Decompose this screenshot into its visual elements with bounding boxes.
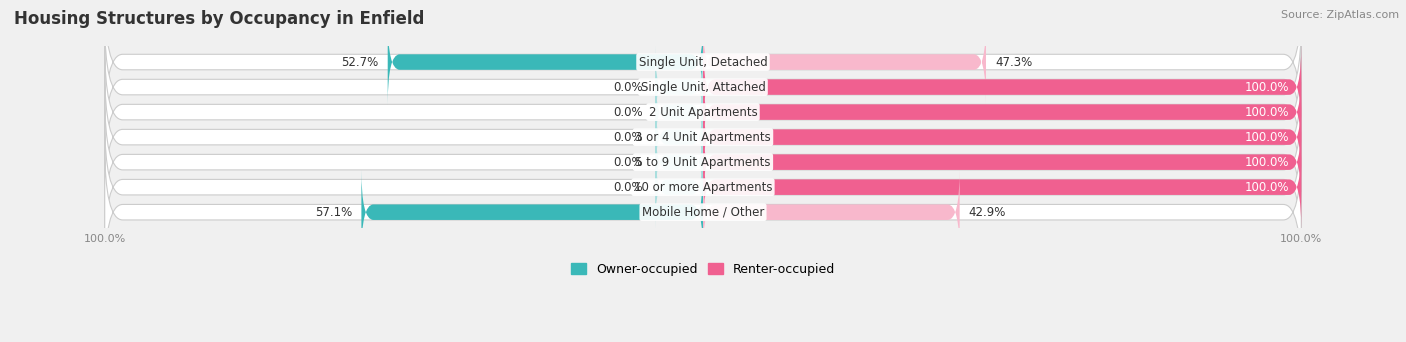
Legend: Owner-occupied, Renter-occupied: Owner-occupied, Renter-occupied bbox=[567, 258, 839, 281]
Text: Single Unit, Detached: Single Unit, Detached bbox=[638, 55, 768, 68]
FancyBboxPatch shape bbox=[703, 120, 1302, 205]
Text: 10 or more Apartments: 10 or more Apartments bbox=[634, 181, 772, 194]
Text: 2 Unit Apartments: 2 Unit Apartments bbox=[648, 106, 758, 119]
Text: 42.9%: 42.9% bbox=[969, 206, 1007, 219]
Text: Housing Structures by Occupancy in Enfield: Housing Structures by Occupancy in Enfie… bbox=[14, 10, 425, 28]
Text: Single Unit, Attached: Single Unit, Attached bbox=[641, 81, 765, 94]
FancyBboxPatch shape bbox=[104, 120, 1302, 254]
FancyBboxPatch shape bbox=[104, 95, 1302, 229]
Text: 0.0%: 0.0% bbox=[613, 156, 643, 169]
FancyBboxPatch shape bbox=[104, 20, 1302, 154]
Text: 5 to 9 Unit Apartments: 5 to 9 Unit Apartments bbox=[636, 156, 770, 169]
FancyBboxPatch shape bbox=[703, 20, 986, 104]
Text: 0.0%: 0.0% bbox=[613, 131, 643, 144]
FancyBboxPatch shape bbox=[104, 145, 1302, 279]
Text: 100.0%: 100.0% bbox=[1244, 156, 1289, 169]
Text: 100.0%: 100.0% bbox=[1244, 181, 1289, 194]
Text: 3 or 4 Unit Apartments: 3 or 4 Unit Apartments bbox=[636, 131, 770, 144]
FancyBboxPatch shape bbox=[703, 145, 1302, 229]
FancyBboxPatch shape bbox=[104, 0, 1302, 129]
FancyBboxPatch shape bbox=[655, 45, 703, 129]
FancyBboxPatch shape bbox=[104, 45, 1302, 180]
Text: 100.0%: 100.0% bbox=[1244, 106, 1289, 119]
Text: 0.0%: 0.0% bbox=[613, 181, 643, 194]
Text: Source: ZipAtlas.com: Source: ZipAtlas.com bbox=[1281, 10, 1399, 20]
Text: 0.0%: 0.0% bbox=[613, 81, 643, 94]
Text: 100.0%: 100.0% bbox=[1244, 131, 1289, 144]
FancyBboxPatch shape bbox=[655, 145, 703, 229]
FancyBboxPatch shape bbox=[655, 95, 703, 180]
Text: Mobile Home / Other: Mobile Home / Other bbox=[641, 206, 765, 219]
Text: 52.7%: 52.7% bbox=[342, 55, 378, 68]
Text: 47.3%: 47.3% bbox=[995, 55, 1032, 68]
Text: 0.0%: 0.0% bbox=[613, 106, 643, 119]
FancyBboxPatch shape bbox=[703, 95, 1302, 180]
FancyBboxPatch shape bbox=[361, 170, 703, 254]
Text: 57.1%: 57.1% bbox=[315, 206, 353, 219]
Text: 100.0%: 100.0% bbox=[1244, 81, 1289, 94]
FancyBboxPatch shape bbox=[104, 70, 1302, 205]
FancyBboxPatch shape bbox=[655, 70, 703, 154]
FancyBboxPatch shape bbox=[703, 170, 960, 254]
FancyBboxPatch shape bbox=[388, 20, 703, 104]
FancyBboxPatch shape bbox=[703, 70, 1302, 154]
FancyBboxPatch shape bbox=[703, 45, 1302, 129]
FancyBboxPatch shape bbox=[655, 120, 703, 205]
